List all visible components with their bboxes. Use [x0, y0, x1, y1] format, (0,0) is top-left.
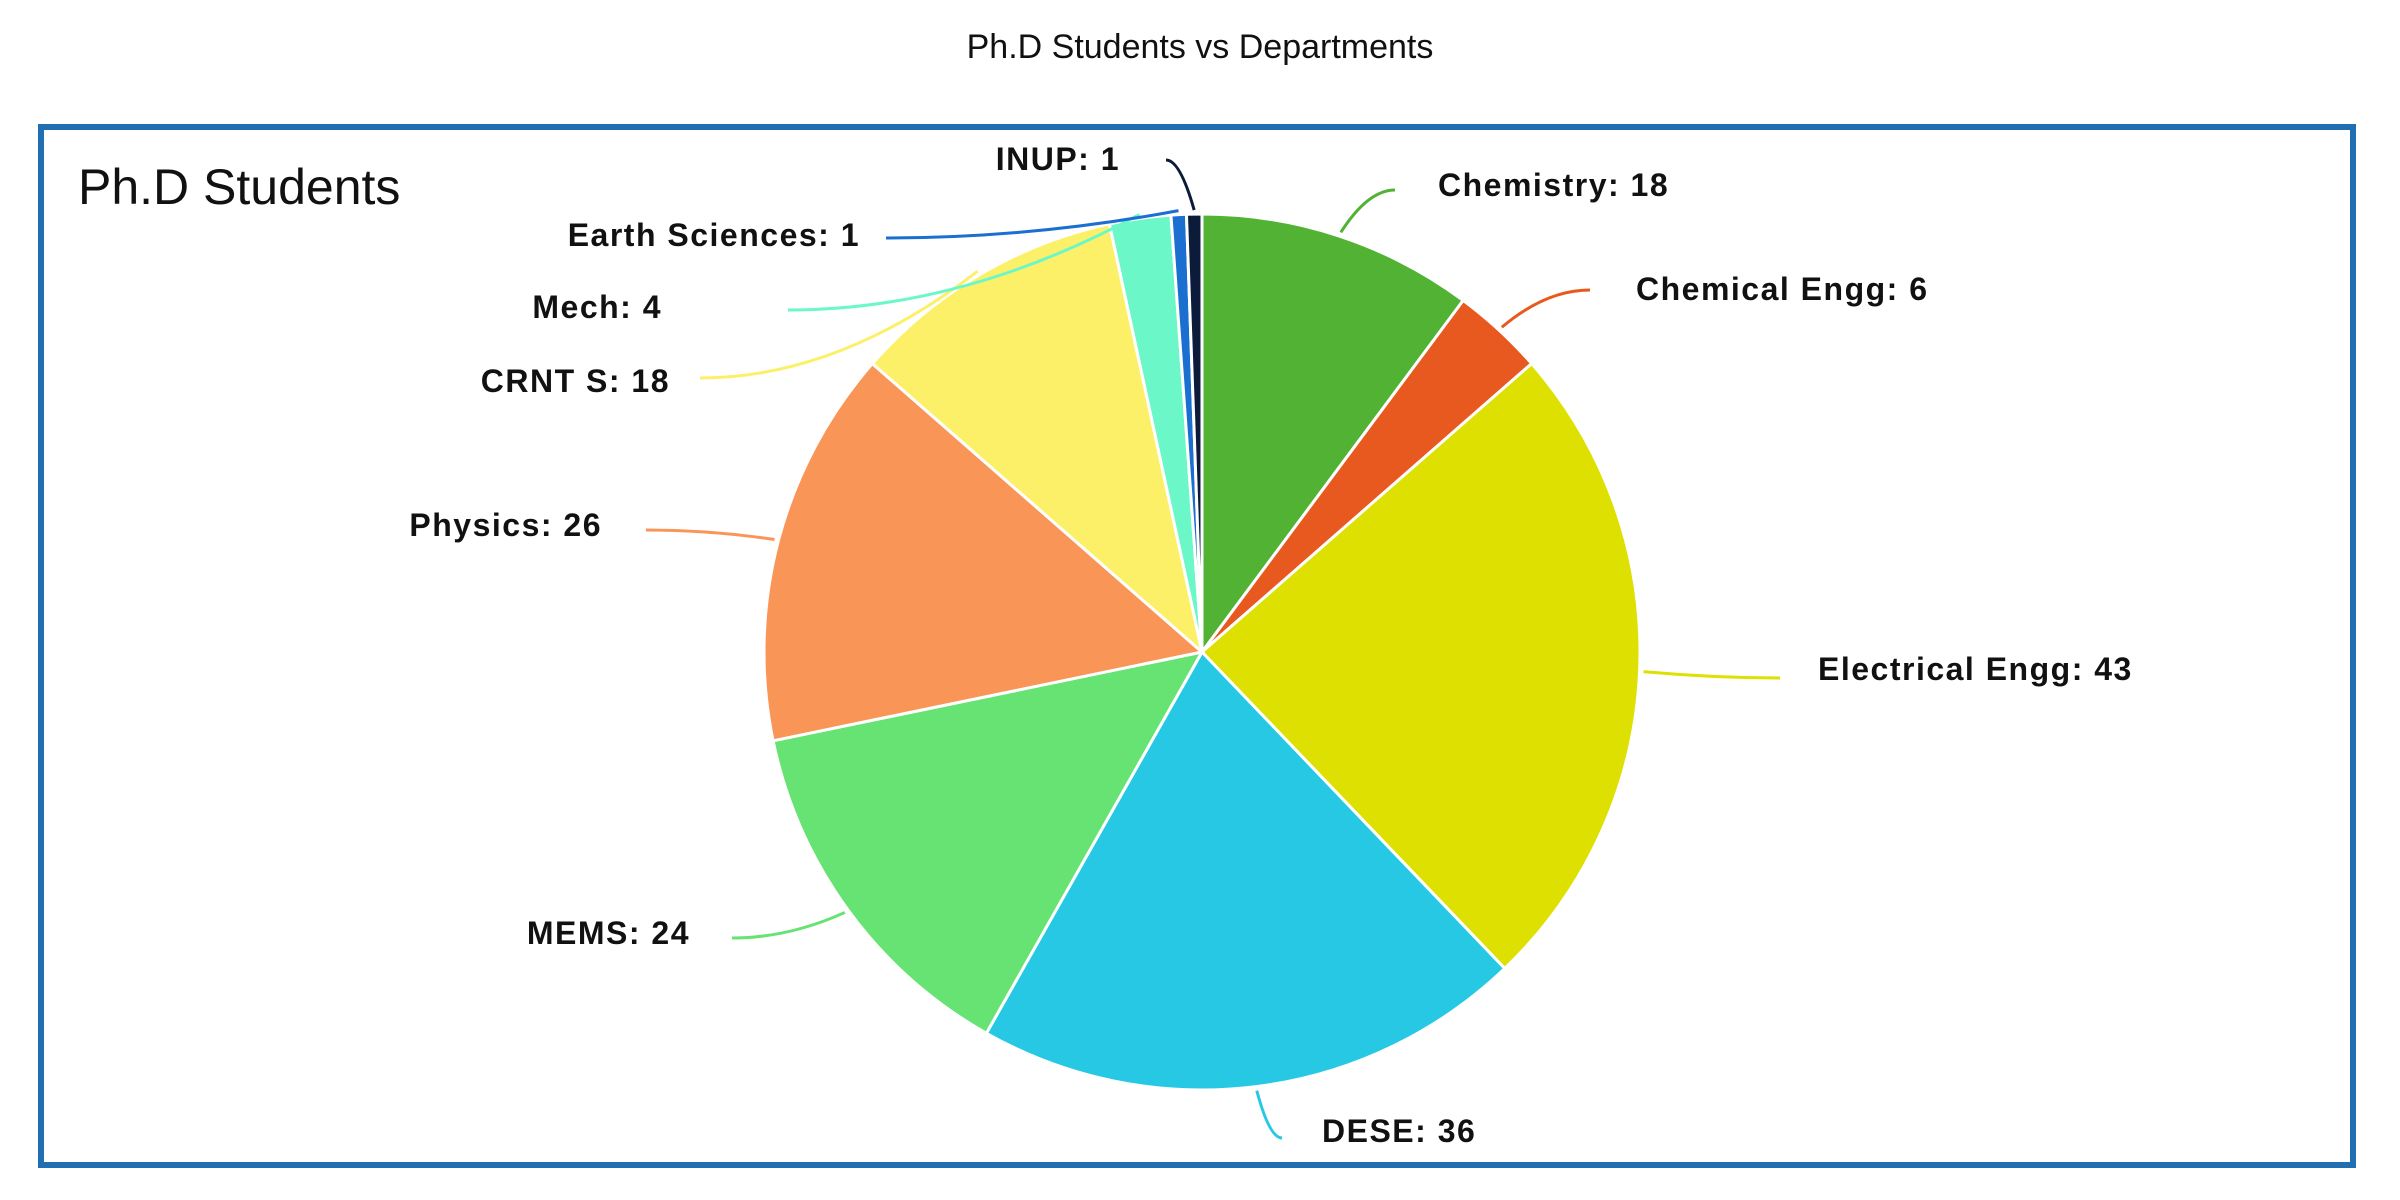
leader-line-dese: [1255, 1090, 1283, 1140]
leader-line-mems: [731, 911, 846, 940]
pie-slice-chemistry: [1200, 212, 1466, 657]
pie-slice-dese: [984, 649, 1507, 1092]
leader-line-chemical-engg: [1500, 288, 1591, 329]
slice-label-earth-sciences: Earth Sciences: 1: [568, 217, 860, 253]
slice-label-dese: DESE: 36: [1322, 1113, 1476, 1149]
pie-slice-mems: [771, 649, 1205, 1036]
leader-line-earth-sciences: [885, 209, 1179, 240]
slice-label-physics: Physics: 26: [409, 507, 602, 543]
pie-slice-electrical-engg: [1199, 361, 1642, 971]
page-title: Ph.D Students vs Departments: [966, 28, 1434, 66]
leader-line-chemistry: [1339, 188, 1396, 234]
slice-labels: Chemistry: 18 Chemical Engg: 6 Electrical …: [409, 141, 2133, 1149]
leader-line-crnts: [699, 270, 979, 380]
pie-slice-physics: [762, 361, 1206, 743]
leader-line-inup: [1165, 158, 1196, 211]
leader-line-electrical-engg: [1643, 670, 1781, 680]
chart-title: Ph.D Students: [78, 159, 401, 215]
leader-lines: [645, 158, 1781, 1140]
pie-slice-inup: [1184, 212, 1204, 653]
slice-label-electrical-engg: Electrical Engg: 43: [1818, 651, 2133, 687]
slice-label-mech: Mech: 4: [532, 289, 662, 325]
pie-slice-crnts: [870, 222, 1205, 657]
slice-label-mems: MEMS: 24: [527, 915, 690, 951]
pie-slices: [762, 212, 1642, 1092]
slice-label-crnts: CRNT S: 18: [481, 363, 670, 399]
leader-line-mech: [787, 213, 1141, 312]
slice-label-inup: INUP: 1: [996, 141, 1120, 177]
leader-line-physics: [645, 528, 775, 541]
slice-label-chemistry: Chemistry: 18: [1438, 167, 1669, 203]
slice-label-chemical-engg: Chemical Engg: 6: [1636, 271, 1929, 307]
